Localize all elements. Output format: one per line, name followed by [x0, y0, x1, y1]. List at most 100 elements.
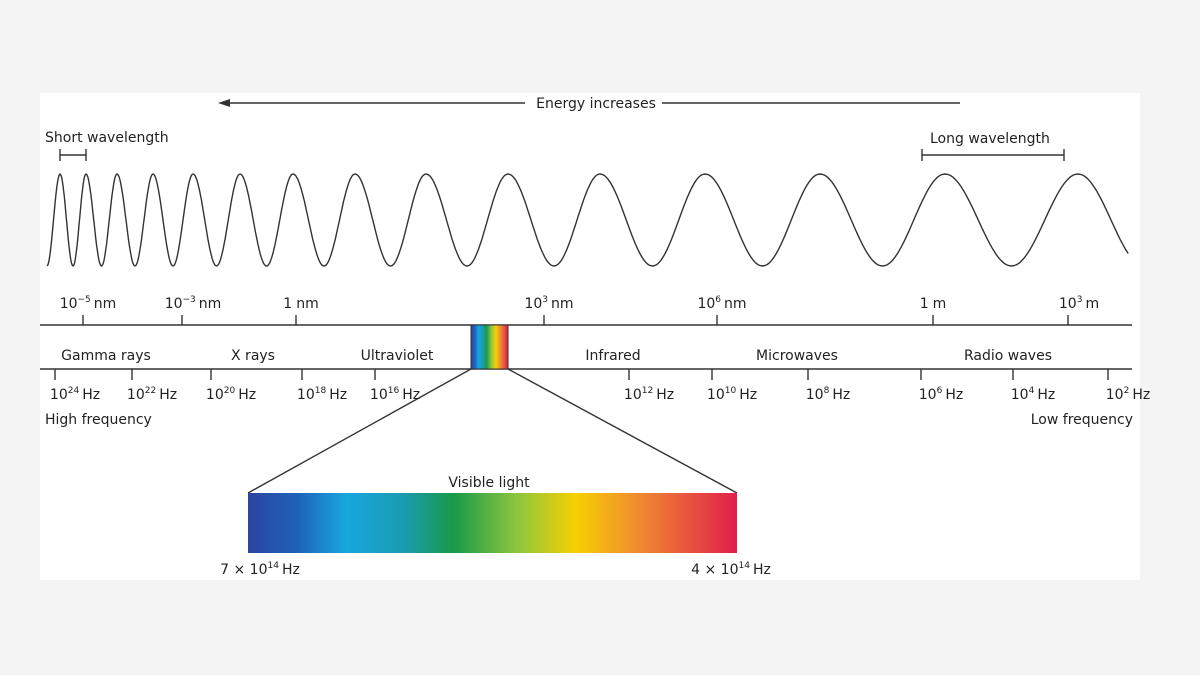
label-base: 10 [697, 296, 715, 312]
scale-label: 1018 Hz [297, 386, 347, 403]
short-wavelength: Short wavelength [45, 130, 169, 146]
label-exponent: 8 [824, 386, 830, 396]
scale-label: 1022 Hz [127, 386, 177, 403]
label-exponent: 14 [739, 561, 751, 571]
label-unit: nm [296, 296, 319, 312]
label-base: 10 [1106, 387, 1124, 403]
label-base: 10 [707, 387, 725, 403]
label-unit: Hz [656, 387, 674, 403]
label-unit: Hz [82, 387, 100, 403]
band-name: Microwaves [756, 348, 838, 364]
label-exponent: 10 [725, 386, 737, 396]
label-unit: Hz [329, 387, 347, 403]
band-name: Infrared [585, 348, 640, 364]
scale-label: 106 nm [697, 295, 746, 312]
label-unit: nm [551, 296, 574, 312]
zoom-line [507, 368, 738, 494]
label-unit: Hz [1132, 387, 1150, 403]
scale-label: 108 Hz [806, 386, 850, 403]
visible-spectrum [248, 493, 737, 553]
scale-label: 103 m [1059, 295, 1099, 312]
label-exponent: 6 [715, 295, 721, 305]
label-unit: Hz [159, 387, 177, 403]
band-name: Gamma rays [61, 348, 151, 364]
scale-label: 1010 Hz [707, 386, 757, 403]
label-unit: nm [724, 296, 747, 312]
label-exponent: 24 [68, 386, 80, 396]
high-frequency: High frequency [45, 412, 152, 428]
band-name: X rays [231, 348, 275, 364]
label-base: 1 [283, 296, 292, 312]
wave [46, 173, 1129, 267]
arrowhead [218, 99, 230, 107]
bracket [921, 149, 1065, 161]
label-exponent: −3 [183, 295, 196, 305]
label-base: 10 [524, 296, 542, 312]
label-base: 10 [206, 387, 224, 403]
label-base: 10 [60, 296, 78, 312]
label-unit: Hz [282, 562, 300, 578]
label-exponent: 16 [388, 386, 400, 396]
long-wavelength: Long wavelength [930, 131, 1050, 147]
label-base: 10 [806, 387, 824, 403]
label-unit: m [1085, 296, 1099, 312]
scale-label: 4 × 1014 Hz [691, 561, 771, 578]
label-unit: Hz [753, 562, 771, 578]
label-unit: nm [199, 296, 222, 312]
label-base: 10 [297, 387, 315, 403]
label-exponent: 14 [268, 561, 280, 571]
label-unit: Hz [402, 387, 420, 403]
scale-label: 104 Hz [1011, 386, 1055, 403]
scale-label: 10−3 nm [165, 295, 222, 312]
label-exponent: 2 [1124, 386, 1130, 396]
low-frequency: Low frequency [1031, 412, 1133, 428]
label-base: 7 × 10 [220, 562, 267, 578]
label-unit: Hz [1037, 387, 1055, 403]
label-base: 10 [127, 387, 145, 403]
scale-label: 1 nm [283, 296, 318, 312]
label-base: 10 [50, 387, 68, 403]
label-unit: Hz [832, 387, 850, 403]
scale-label: 106 Hz [919, 386, 963, 403]
visible-light-label: Visible light [448, 475, 530, 491]
label-base: 10 [624, 387, 642, 403]
band-name: Radio waves [964, 348, 1052, 364]
label-base: 4 × 10 [691, 562, 738, 578]
label-exponent: 20 [224, 386, 236, 396]
label-base: 10 [370, 387, 388, 403]
label-exponent: −5 [78, 295, 91, 305]
zoom-line [247, 368, 472, 494]
label-exponent: 12 [642, 386, 653, 396]
label-base: 1 [920, 296, 929, 312]
label-exponent: 3 [542, 295, 548, 305]
band-name: Ultraviolet [361, 348, 434, 364]
label-base: 10 [165, 296, 183, 312]
label-exponent: 4 [1029, 386, 1035, 396]
label-exponent: 18 [315, 386, 327, 396]
scale-label: 1020 Hz [206, 386, 256, 403]
scale-label: 1024 Hz [50, 386, 100, 403]
label-unit: Hz [945, 387, 963, 403]
mini-spectrum [470, 324, 509, 370]
label-exponent: 22 [145, 386, 156, 396]
label-base: 10 [1059, 296, 1077, 312]
label-unit: m [933, 296, 947, 312]
scale-label: 10−5 nm [60, 295, 117, 312]
label-unit: nm [94, 296, 117, 312]
scale-label: 7 × 1014 Hz [220, 561, 300, 578]
label-base: 10 [1011, 387, 1029, 403]
energy-label: Energy increases [536, 96, 656, 112]
label-base: 10 [919, 387, 937, 403]
scale-label: 103 nm [524, 295, 573, 312]
label-exponent: 6 [937, 386, 943, 396]
scale-label: 1016 Hz [370, 386, 420, 403]
label-exponent: 3 [1077, 295, 1083, 305]
scale-label: 1012 Hz [624, 386, 674, 403]
label-unit: Hz [739, 387, 757, 403]
bracket [59, 149, 87, 161]
label-unit: Hz [238, 387, 256, 403]
scale-label: 102 Hz [1106, 386, 1150, 403]
